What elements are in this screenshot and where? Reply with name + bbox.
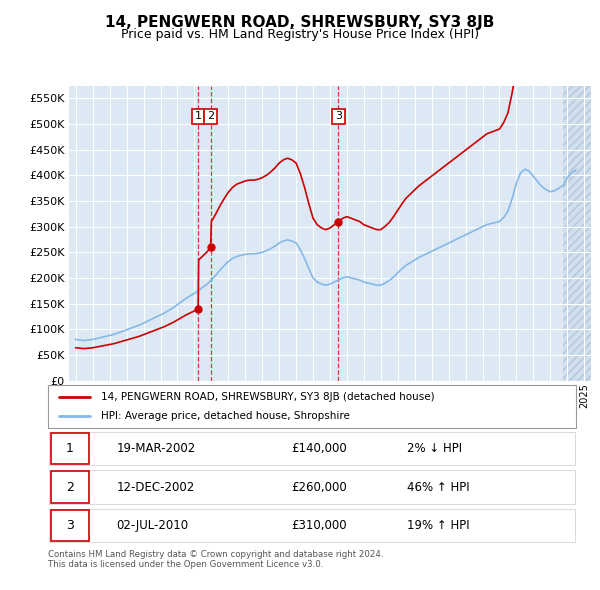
Text: 3: 3 xyxy=(66,519,74,532)
Text: 14, PENGWERN ROAD, SHREWSBURY, SY3 8JB (detached house): 14, PENGWERN ROAD, SHREWSBURY, SY3 8JB (… xyxy=(101,392,434,402)
Text: Contains HM Land Registry data © Crown copyright and database right 2024.
This d: Contains HM Land Registry data © Crown c… xyxy=(48,550,383,569)
Text: 46% ↑ HPI: 46% ↑ HPI xyxy=(407,480,470,494)
Text: 1: 1 xyxy=(194,112,202,122)
FancyBboxPatch shape xyxy=(50,471,89,503)
FancyBboxPatch shape xyxy=(50,433,89,464)
Text: 12-DEC-2002: 12-DEC-2002 xyxy=(116,480,195,494)
FancyBboxPatch shape xyxy=(49,509,575,542)
Text: 14, PENGWERN ROAD, SHREWSBURY, SY3 8JB: 14, PENGWERN ROAD, SHREWSBURY, SY3 8JB xyxy=(106,15,494,30)
Text: 3: 3 xyxy=(335,112,342,122)
FancyBboxPatch shape xyxy=(49,470,575,504)
Bar xyxy=(563,86,591,381)
Text: HPI: Average price, detached house, Shropshire: HPI: Average price, detached house, Shro… xyxy=(101,411,350,421)
FancyBboxPatch shape xyxy=(50,510,89,541)
Text: 19% ↑ HPI: 19% ↑ HPI xyxy=(407,519,470,532)
Text: 02-JUL-2010: 02-JUL-2010 xyxy=(116,519,189,532)
Text: 19-MAR-2002: 19-MAR-2002 xyxy=(116,442,196,455)
Text: £260,000: £260,000 xyxy=(291,480,347,494)
Text: 1: 1 xyxy=(66,442,74,455)
Text: Price paid vs. HM Land Registry's House Price Index (HPI): Price paid vs. HM Land Registry's House … xyxy=(121,28,479,41)
FancyBboxPatch shape xyxy=(48,385,576,428)
Text: £310,000: £310,000 xyxy=(291,519,347,532)
FancyBboxPatch shape xyxy=(49,432,575,466)
Text: 2: 2 xyxy=(66,480,74,494)
Text: 2: 2 xyxy=(207,112,214,122)
Text: £140,000: £140,000 xyxy=(291,442,347,455)
Text: 2% ↓ HPI: 2% ↓ HPI xyxy=(407,442,462,455)
